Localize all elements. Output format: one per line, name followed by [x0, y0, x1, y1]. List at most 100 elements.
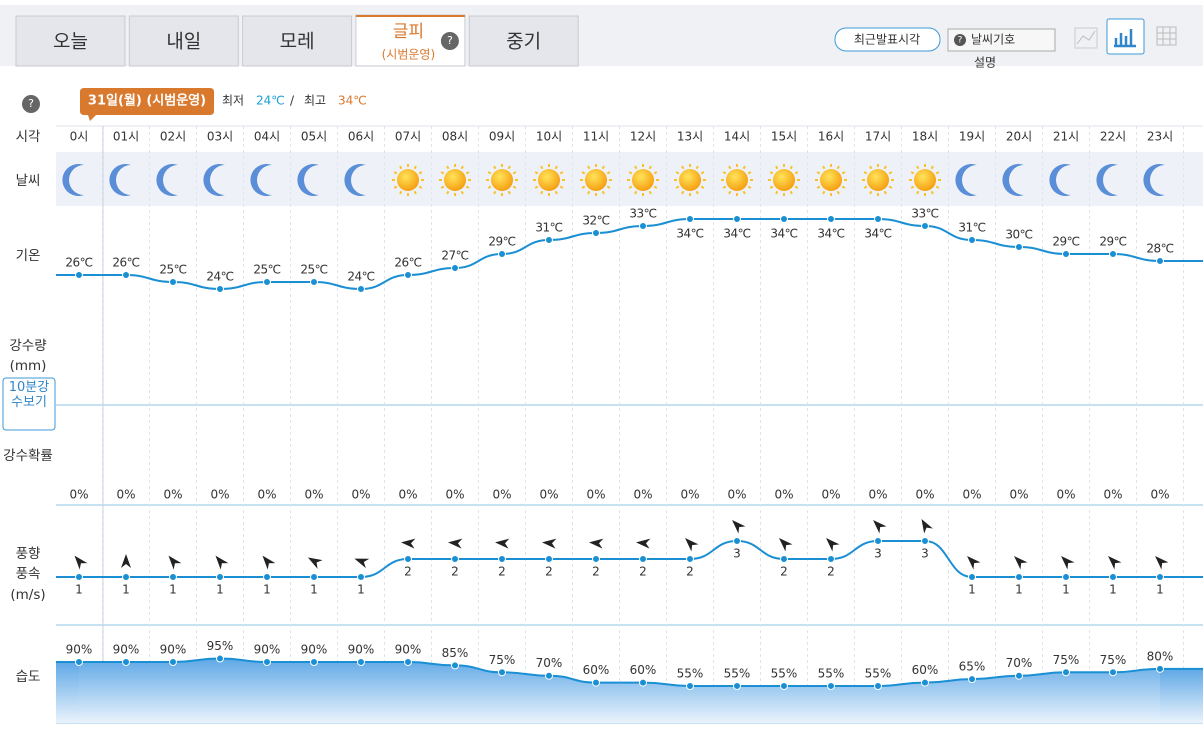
wind-speed-label: 2 [545, 565, 553, 579]
sun-ray [681, 190, 685, 195]
tab[interactable]: 오늘 [15, 15, 126, 67]
humidity-label: 75% [489, 653, 516, 667]
probability-label: 0% [1103, 488, 1122, 502]
wind-dot [357, 573, 365, 581]
tab-label: 내일 [166, 31, 201, 53]
tab[interactable]: 모레 [242, 15, 353, 67]
wind-arrow [779, 538, 793, 552]
tab[interactable]: 글피 (시범운영)? [355, 14, 466, 67]
wind-speed-label: 2 [780, 565, 788, 579]
wind-speed-label: 1 [968, 583, 976, 597]
tab[interactable]: 중기 [468, 15, 579, 67]
temperature-dot [639, 222, 647, 230]
temperature-label: 32℃ [582, 214, 609, 228]
sun-icon [721, 164, 753, 196]
wind-speed-label: 1 [357, 583, 365, 597]
hour-label: 10시 [536, 130, 562, 144]
plot: 0시 01시 02시 03시 04시 05시 06시 07시 08시 09시 10시 11시 12시 13… [56, 130, 1203, 723]
temperature-label: 33℃ [629, 207, 656, 221]
hour-label: 03시 [207, 130, 233, 144]
wind-speed-label: 1 [169, 583, 177, 597]
humidity-dot [75, 657, 83, 666]
symbol-button[interactable] [947, 28, 1056, 52]
row-label: 풍속 [16, 566, 41, 582]
tab-box [242, 15, 353, 67]
sun-ray [540, 190, 544, 195]
latest-button-label: 최근발표시각 [854, 33, 920, 47]
wind-speed-label: 2 [827, 565, 835, 579]
moon-icon [1096, 164, 1118, 196]
sun-ray [507, 165, 511, 170]
humidity-label: 65% [959, 660, 986, 674]
wind-arrow [215, 555, 229, 570]
moon-icon [203, 163, 225, 196]
wind-speed-label: 1 [122, 583, 130, 597]
sun-disc [726, 169, 748, 191]
hour-label: 08시 [442, 130, 468, 144]
sun-ray [465, 171, 470, 175]
wind-arrow [1061, 556, 1075, 570]
temperature-dot [686, 215, 694, 223]
sun-ray [587, 190, 591, 195]
probability-label: 0% [351, 488, 370, 502]
temperature-label: 26℃ [112, 256, 139, 270]
date-badge-label: 31일(월) (시범운영) [88, 93, 206, 109]
temperature-dot [357, 285, 365, 293]
sun-ray [446, 190, 450, 195]
wind-dot [310, 573, 318, 581]
probability-label: 0% [116, 488, 135, 502]
humidity-label: 95% [207, 639, 234, 653]
sun-ray [393, 171, 398, 175]
hour-label: 21시 [1053, 130, 1079, 144]
wind-dot [451, 555, 459, 563]
wind-arrow [354, 558, 370, 569]
sun-ray [722, 171, 727, 175]
wind-arrow [74, 555, 88, 570]
sun-icon [486, 164, 518, 196]
latest-button[interactable] [834, 27, 941, 52]
sun-ray [930, 190, 934, 195]
humidity-label: 90% [301, 642, 328, 656]
sun-ray [769, 171, 774, 175]
help-icon[interactable] [440, 32, 459, 50]
sun-ray [393, 185, 398, 189]
temperature-dot [545, 236, 553, 244]
probability-label: 0% [633, 488, 652, 502]
wind-arrow [732, 520, 746, 534]
row-label: 강수확률 [3, 448, 53, 464]
tab[interactable]: 내일 [128, 15, 239, 67]
sun-icon [439, 164, 471, 196]
help-icon[interactable] [22, 95, 40, 113]
sun-ray [512, 171, 517, 175]
row-label: 시각 [16, 129, 41, 145]
sun-ray [916, 190, 920, 195]
sun-ray [487, 185, 492, 189]
sun-ray [888, 171, 893, 175]
humidity-dot [122, 657, 130, 666]
humidity-dot [874, 682, 882, 690]
humidity-label: 70% [536, 656, 563, 670]
sun-ray [681, 165, 685, 170]
temperature-label: 28℃ [1146, 242, 1173, 256]
humidity-dot [404, 657, 412, 666]
humidity-dot [921, 678, 929, 687]
rain-button[interactable] [2, 377, 56, 431]
separator: / [290, 94, 295, 108]
humidity-label: 55% [771, 667, 798, 681]
probability-label: 0% [586, 488, 605, 502]
bar-view-icon[interactable] [1106, 18, 1145, 55]
wind-dot [733, 537, 741, 545]
line-view-icon[interactable] [1074, 27, 1098, 49]
wind-arrow [495, 538, 510, 549]
sun-ray [559, 171, 564, 175]
probability-label: 0% [1150, 488, 1169, 502]
temperature-dot [169, 278, 177, 286]
sun-disc [679, 169, 701, 191]
hour-label: 05시 [301, 130, 327, 144]
table-view-icon[interactable] [1156, 26, 1177, 46]
sun-ray [775, 190, 779, 195]
wind-dot [75, 573, 83, 581]
sun-ray [648, 190, 652, 195]
tab-box [468, 15, 579, 67]
wind-dot [592, 555, 600, 563]
